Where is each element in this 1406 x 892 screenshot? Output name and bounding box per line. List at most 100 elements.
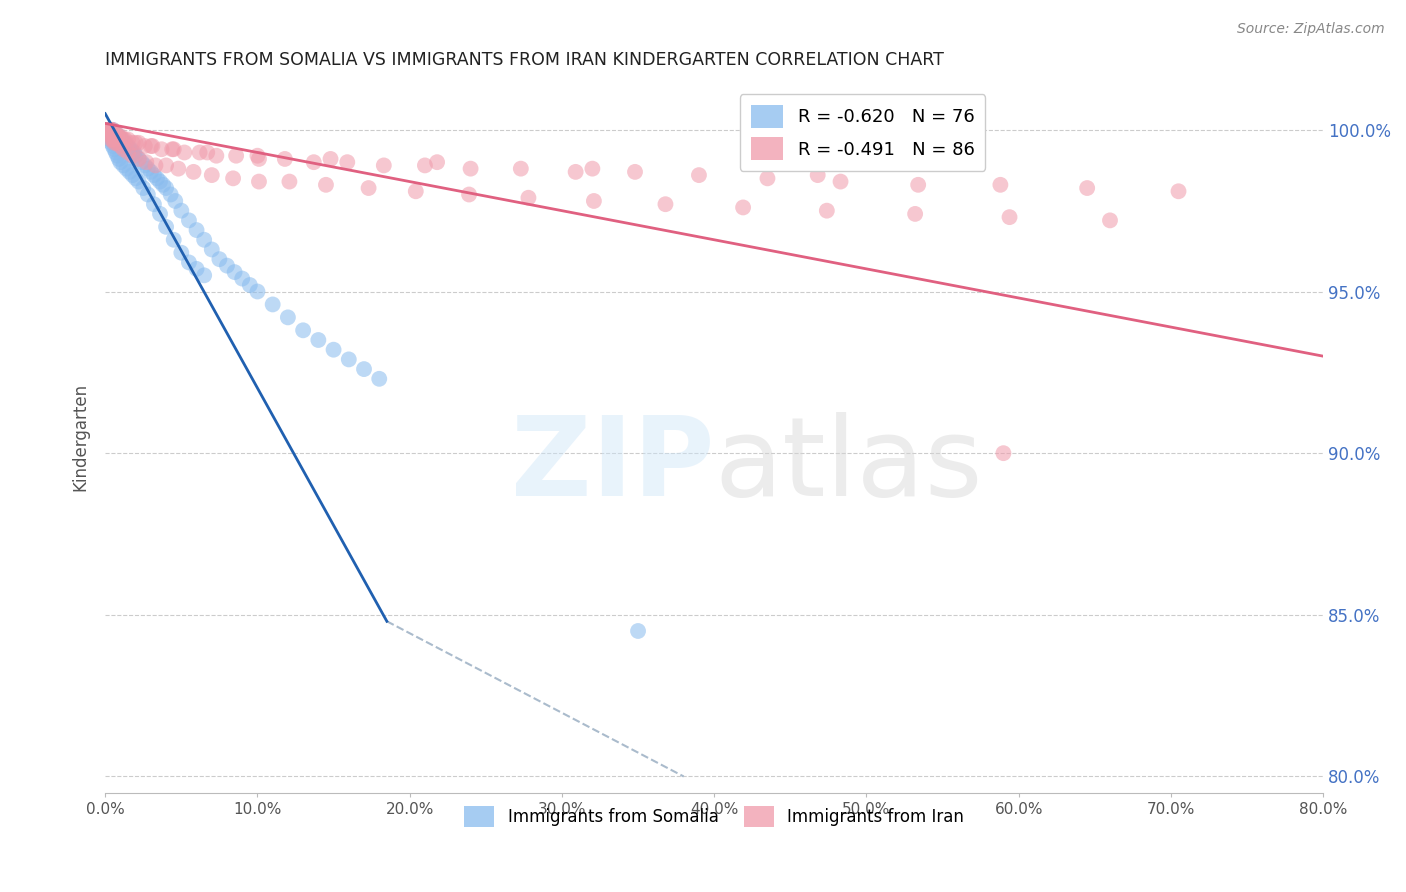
Point	[118, 142, 141, 156]
Point	[302, 155, 325, 169]
Point	[152, 178, 174, 192]
Point	[121, 168, 143, 182]
Point	[98, 126, 121, 140]
Point	[224, 265, 246, 279]
Point	[128, 136, 150, 150]
Point	[907, 178, 929, 192]
Point	[186, 261, 208, 276]
Point	[122, 145, 145, 160]
Point	[97, 123, 120, 137]
Point	[103, 126, 125, 140]
Point	[195, 145, 218, 160]
Point	[105, 129, 128, 144]
Point	[105, 129, 128, 144]
Point	[993, 446, 1015, 460]
Point	[105, 149, 128, 163]
Point	[201, 243, 224, 257]
Point	[115, 139, 138, 153]
Point	[177, 213, 200, 227]
Point	[120, 142, 142, 156]
Point	[155, 219, 177, 234]
Point	[97, 123, 120, 137]
Point	[101, 132, 124, 146]
Point	[193, 268, 215, 283]
Point	[103, 136, 125, 150]
Point	[145, 158, 167, 172]
Point	[124, 171, 146, 186]
Point	[112, 142, 135, 156]
Point	[246, 149, 269, 163]
Point	[239, 278, 262, 293]
Point	[564, 165, 586, 179]
Point	[134, 158, 156, 172]
Point	[177, 255, 200, 269]
Point	[110, 155, 132, 169]
Point	[247, 152, 270, 166]
Point	[136, 187, 159, 202]
Point	[170, 245, 193, 260]
Text: Source: ZipAtlas.com: Source: ZipAtlas.com	[1237, 22, 1385, 37]
Point	[128, 175, 150, 189]
Point	[337, 352, 360, 367]
Point	[336, 155, 359, 169]
Point	[117, 145, 139, 160]
Point	[150, 142, 173, 156]
Point	[733, 201, 755, 215]
Text: ZIP: ZIP	[510, 412, 714, 519]
Point	[100, 123, 122, 137]
Point	[292, 323, 315, 337]
Legend: Immigrants from Somalia, Immigrants from Iran: Immigrants from Somalia, Immigrants from…	[458, 799, 970, 834]
Point	[627, 624, 650, 638]
Point	[100, 136, 122, 150]
Point	[104, 126, 127, 140]
Point	[278, 175, 301, 189]
Text: atlas: atlas	[714, 412, 983, 519]
Point	[149, 207, 172, 221]
Point	[139, 139, 162, 153]
Point	[98, 123, 121, 137]
Point	[1076, 181, 1098, 195]
Point	[509, 161, 531, 176]
Point	[246, 285, 269, 299]
Point	[103, 126, 125, 140]
Point	[756, 171, 779, 186]
Point	[118, 165, 141, 179]
Point	[357, 181, 380, 195]
Point	[183, 165, 205, 179]
Point	[139, 165, 162, 179]
Point	[155, 158, 177, 172]
Point	[124, 136, 146, 150]
Point	[103, 132, 125, 146]
Point	[163, 142, 186, 156]
Point	[100, 123, 122, 137]
Point	[104, 145, 127, 160]
Point	[155, 181, 177, 195]
Point	[1167, 184, 1189, 198]
Point	[108, 152, 131, 166]
Point	[231, 271, 253, 285]
Point	[131, 155, 153, 169]
Point	[353, 362, 375, 376]
Point	[274, 152, 297, 166]
Point	[208, 252, 231, 267]
Point	[101, 123, 124, 137]
Point	[186, 223, 208, 237]
Point	[142, 168, 165, 182]
Point	[121, 149, 143, 163]
Point	[121, 145, 143, 160]
Point	[101, 126, 124, 140]
Point	[132, 181, 155, 195]
Point	[405, 184, 427, 198]
Point	[141, 139, 163, 153]
Point	[688, 168, 710, 182]
Point	[1098, 213, 1121, 227]
Point	[222, 171, 245, 186]
Point	[114, 132, 136, 146]
Point	[104, 136, 127, 150]
Point	[193, 233, 215, 247]
Point	[904, 207, 927, 221]
Point	[117, 139, 139, 153]
Point	[100, 132, 122, 146]
Point	[112, 136, 135, 150]
Point	[373, 158, 395, 172]
